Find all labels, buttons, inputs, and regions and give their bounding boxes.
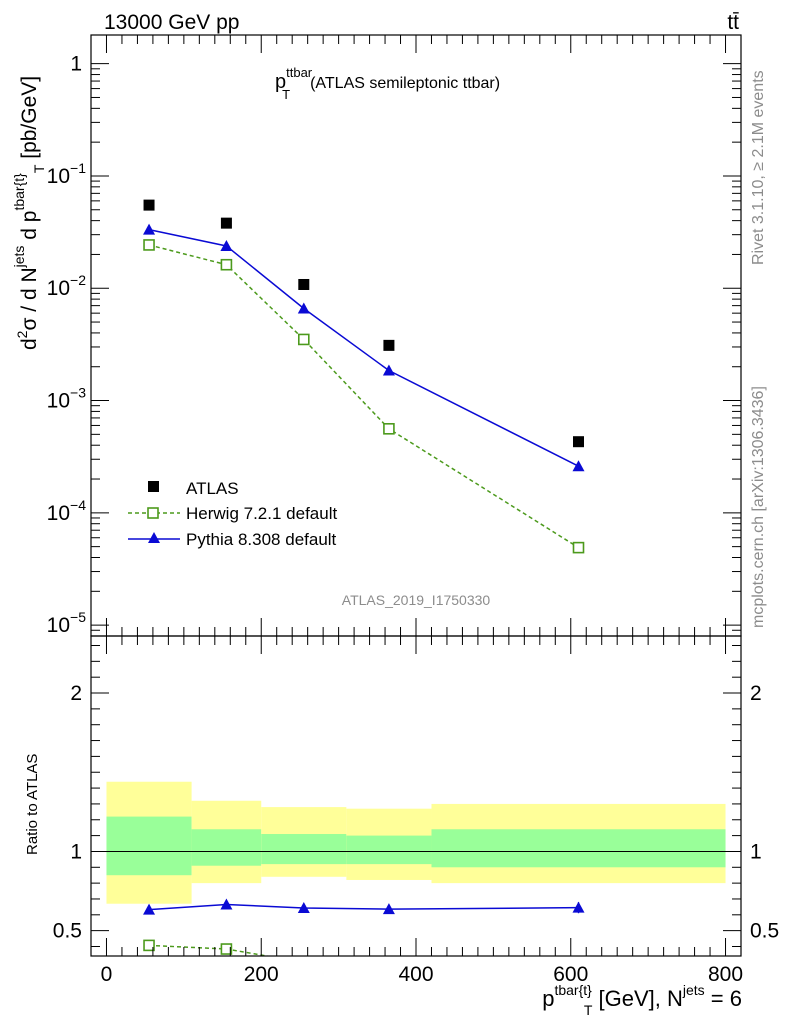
- ratio-plot-data: [91, 781, 741, 956]
- ratio-pythia-line: [148, 903, 579, 911]
- uncertainty-band-green: [431, 829, 726, 868]
- y-tick-exp: −2: [70, 272, 86, 288]
- legend-label-herwig: Herwig 7.2.1 default: [186, 504, 337, 523]
- atlas-point: [383, 339, 395, 351]
- y-tick-exp: −3: [70, 385, 86, 401]
- ratio-y-tick-label-left: 0.5: [53, 920, 82, 943]
- y-tick-exp: −4: [70, 497, 86, 513]
- main-axis-ticks: 110−110−210−310−410−5: [47, 35, 741, 637]
- main-ylabel: d2σ / d Njets d ptbar{t}T [pb/GeV]: [11, 76, 47, 350]
- atlas-point: [143, 199, 155, 211]
- pythia-point: [572, 460, 585, 472]
- energy-label: 13000 GeV pp: [104, 11, 239, 34]
- atlas-point: [573, 436, 584, 448]
- ratio-pythia-point: [572, 901, 585, 913]
- ratio-x-tick-label: 0: [101, 963, 113, 986]
- ratio-pythia-point: [220, 898, 233, 910]
- y-tick-label: 1: [70, 53, 82, 76]
- herwig-point: [572, 541, 585, 554]
- rivet-label: Rivet 3.1.10, ≥ 2.1M events: [750, 70, 767, 265]
- ratio-x-tick-label: 400: [398, 963, 433, 986]
- ratio-panel: 0.5 0.5 1 1 2 2 0 200 400 600 800 Ratio to ATLAS p…: [24, 635, 779, 1018]
- y-tick-base: 10: [47, 502, 70, 525]
- ratio-herwig-group: [143, 939, 272, 956]
- y-tick-base: 10: [47, 165, 70, 188]
- ratio-x-tick-label: 800: [708, 963, 743, 986]
- atlas-point: [220, 217, 232, 229]
- y-tick-label: 10−4: [47, 497, 87, 525]
- pythia-line: [148, 228, 579, 467]
- herwig-point: [143, 239, 155, 251]
- legend-marker-atlas: [148, 481, 159, 492]
- uncertainty-band-green: [106, 816, 192, 876]
- pythia-point: [382, 364, 395, 376]
- legend-label-pythia: Pythia 8.308 default: [186, 530, 337, 549]
- y-tick-exp: −5: [70, 609, 86, 625]
- pythia-point: [220, 239, 233, 251]
- y-tick-label: 10−3: [47, 385, 87, 413]
- atlas-point: [298, 278, 310, 290]
- process-label: tt̄: [727, 11, 739, 34]
- ratio-ylabel: Ratio to ATLAS: [24, 754, 41, 855]
- ratio-herwig-point: [220, 943, 233, 955]
- ratio-y-tick-label-right: 2: [750, 682, 762, 705]
- legend-label-atlas: ATLAS: [186, 479, 239, 498]
- herwig-line: [148, 244, 579, 549]
- mcplots-label: mcplots.cern.ch [arXiv:1306.3436]: [750, 386, 767, 628]
- ratio-pythia-point: [382, 903, 395, 915]
- ratio-y-tick-label-left: 2: [70, 682, 82, 705]
- herwig-point: [220, 258, 233, 271]
- ratio-frame: [90, 635, 742, 957]
- y-tick-label: 10−2: [47, 272, 87, 300]
- y-tick-base: 10: [47, 614, 70, 637]
- pythia-point: [297, 302, 310, 314]
- svg-text:d2σ / d Njets d ptbar{t}T [p: d2σ / d Njets d ptbar{t}T [pb/GeV]: [11, 76, 47, 350]
- ratio-x-tick-label: 200: [244, 963, 279, 986]
- ratio-y-tick-label-right: 0.5: [750, 920, 779, 943]
- y-tick-exp: −1: [70, 160, 86, 176]
- uncertainty-band-green: [346, 835, 432, 865]
- main-panel: 110−110−210−310−410−5 pttbar T(ATLAS semi…: [11, 34, 742, 637]
- main-legend: ATLAS Herwig 7.2.1 default Pythia 8.308 …: [128, 479, 337, 549]
- ratio-pythia-point: [297, 902, 310, 913]
- pythia-point: [143, 223, 156, 235]
- ratio-xlabel: ptbar{t} T [GeV], Njets = 6: [542, 982, 742, 1018]
- ratio-y-tick-label-left: 1: [70, 840, 82, 863]
- ratio-y-tick-label-right: 1: [750, 840, 762, 863]
- y-tick-base: 10: [47, 390, 70, 413]
- main-title: pttbar T(ATLAS semileptonic ttbar): [275, 65, 500, 102]
- uncertainty-band-green: [191, 829, 262, 866]
- uncertainty-band-green: [261, 834, 347, 865]
- herwig-point: [297, 333, 310, 346]
- analysis-watermark: ATLAS_2019_I1750330: [342, 592, 491, 608]
- ratio-herwig-point: [143, 939, 155, 952]
- legend-marker-pythia: [148, 532, 160, 543]
- ratio-pythia-point: [143, 903, 156, 915]
- ratio-x-tick-label: 600: [553, 963, 588, 986]
- herwig-point: [383, 423, 395, 435]
- y-tick-label: 10−1: [47, 160, 87, 188]
- y-tick-base: 10: [47, 277, 70, 300]
- ratio-axis-ticks: 0.5 0.5 1 1 2 2 0 200 400 600 800: [53, 636, 779, 986]
- main-plot-data: [143, 199, 585, 554]
- legend-marker-herwig: [147, 507, 159, 519]
- y-tick-label: 10−5: [47, 609, 87, 637]
